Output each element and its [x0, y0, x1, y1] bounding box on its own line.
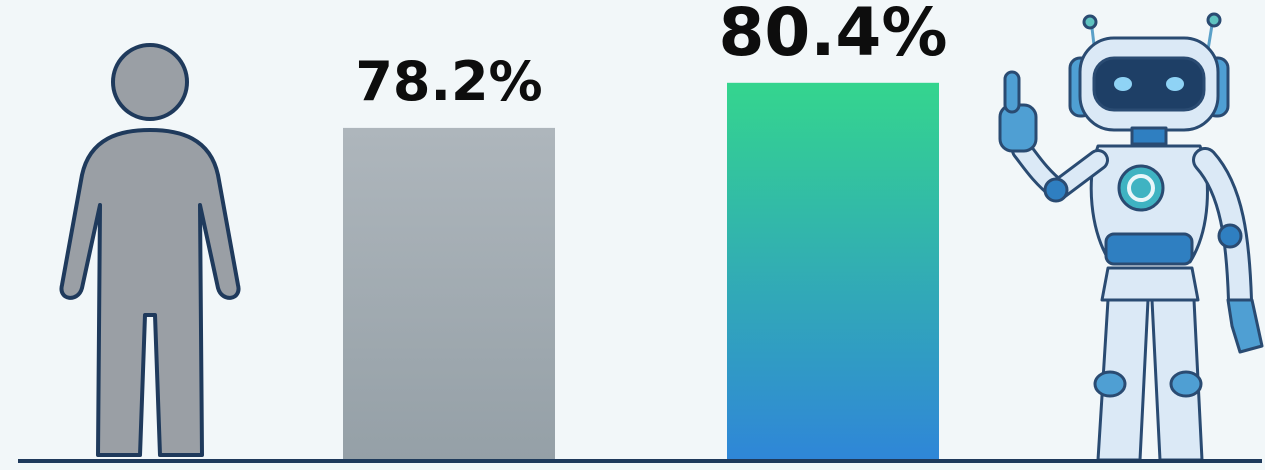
value-labels-layer: 78.2% 80.4% — [355, 0, 947, 113]
robot-figure-icon — [998, 12, 1264, 462]
bar-ai — [727, 82, 939, 461]
bar-human — [343, 127, 555, 461]
value-label-human: 78.2% — [355, 50, 542, 113]
value-label-ai: 80.4% — [719, 0, 948, 71]
bars-layer — [343, 82, 939, 461]
human-figure-icon — [59, 43, 241, 457]
